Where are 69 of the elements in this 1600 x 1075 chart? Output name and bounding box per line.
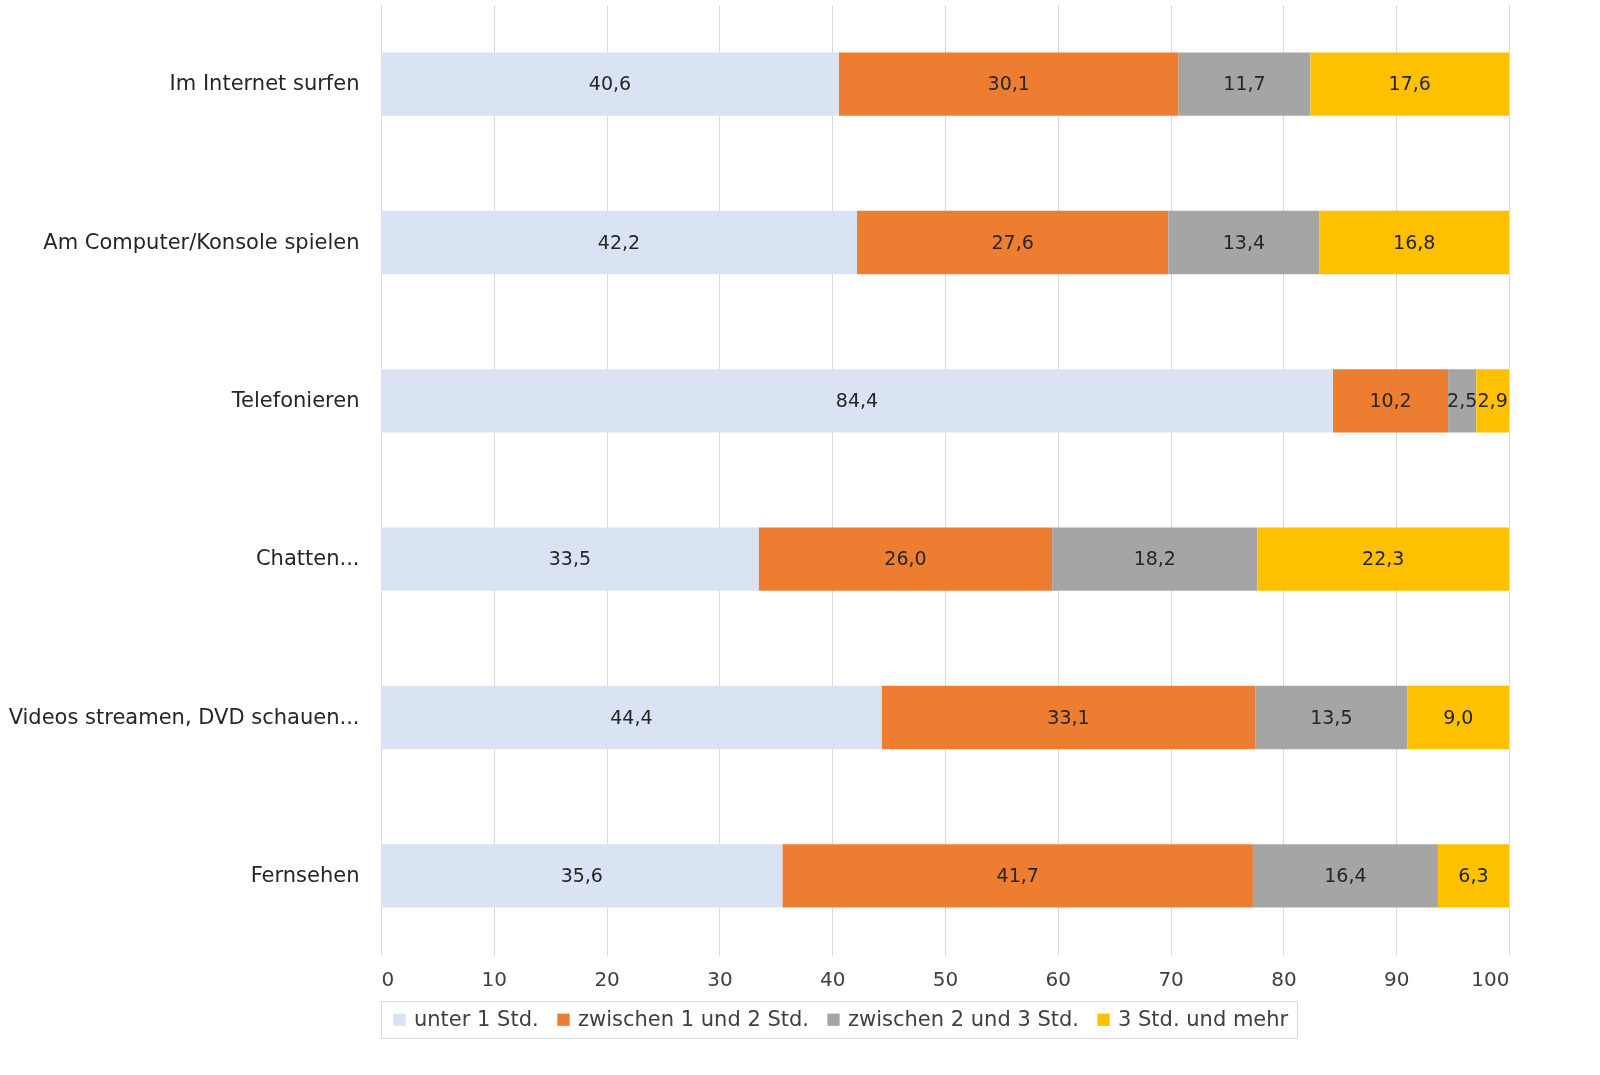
bar <box>1407 685 1509 750</box>
data-label: 18,2 <box>1133 547 1176 570</box>
x-tick-label: 100 <box>1471 966 1510 991</box>
data-label: 13,4 <box>1222 230 1266 253</box>
data-label: 84,4 <box>835 388 879 411</box>
y-tick-label: Videos streamen, DVD schauen... <box>8 704 360 729</box>
data-label: 10,2 <box>1369 388 1412 411</box>
data-label: 2,5 <box>1447 388 1478 411</box>
data-label: 22,3 <box>1362 547 1405 570</box>
data-label: 33,5 <box>548 547 592 570</box>
x-tick-label: 90 <box>1383 966 1410 991</box>
bar <box>381 685 882 750</box>
bar <box>381 210 858 275</box>
legend-label: zwischen 1 und 2 Std. <box>578 1006 809 1031</box>
bar <box>1310 52 1509 116</box>
bar <box>758 527 1053 591</box>
data-label: 44,4 <box>610 705 653 728</box>
y-tick-label: Chatten... <box>255 546 360 571</box>
y-tick-label: Telefonieren <box>230 387 360 412</box>
data-label: 17,6 <box>1388 72 1431 95</box>
bar <box>1255 685 1408 750</box>
data-label: 40,6 <box>588 72 632 95</box>
x-tick-label: 10 <box>481 966 508 991</box>
bar <box>1476 369 1509 433</box>
bar <box>381 369 1334 433</box>
bar <box>1333 369 1449 433</box>
bar <box>381 527 759 591</box>
data-label: 16,4 <box>1324 863 1367 886</box>
bar <box>1168 210 1320 275</box>
bar <box>1437 844 1509 908</box>
x-tick-label: 50 <box>932 966 959 991</box>
bar <box>381 52 839 116</box>
legend-label: zwischen 2 und 3 Std. <box>848 1006 1079 1031</box>
legend-label: unter 1 Std. <box>414 1006 539 1031</box>
y-tick-label: Im Internet surfen <box>169 71 360 96</box>
bar <box>1257 527 1509 591</box>
bar <box>1252 844 1438 908</box>
data-label: 16,8 <box>1393 230 1436 253</box>
x-tick-label: 60 <box>1045 966 1072 991</box>
data-label: 33,1 <box>1047 705 1090 728</box>
x-tick-label: 40 <box>819 966 846 991</box>
data-label: 35,6 <box>560 863 603 886</box>
x-tick-label: 80 <box>1271 966 1297 991</box>
x-tick-label: 20 <box>594 966 620 991</box>
data-label: 13,5 <box>1310 705 1353 728</box>
data-label: 2,9 <box>1477 388 1508 411</box>
bar <box>1052 527 1258 591</box>
data-label: 41,7 <box>996 863 1039 886</box>
bar <box>881 685 1256 750</box>
bar <box>1319 210 1509 275</box>
bar <box>782 844 1253 908</box>
bar <box>1448 369 1477 433</box>
y-tick-label: Am Computer/Konsole spielen <box>43 229 360 254</box>
data-label: 30,1 <box>987 72 1030 95</box>
bar <box>1178 52 1311 116</box>
bar <box>381 844 783 908</box>
x-tick-label: 70 <box>1158 966 1184 991</box>
data-label: 6,3 <box>1458 863 1489 886</box>
x-tick-label: 0 <box>381 966 395 991</box>
data-label: 11,7 <box>1223 72 1266 95</box>
legend-label: 3 Std. und mehr <box>1118 1006 1289 1031</box>
y-tick-label: Fernsehen <box>250 862 360 887</box>
data-label: 42,2 <box>597 230 641 253</box>
data-label: 27,6 <box>991 230 1034 253</box>
data-label: 9,0 <box>1443 705 1474 728</box>
bar <box>857 210 1169 275</box>
bar <box>838 52 1179 116</box>
data-label: 26,0 <box>884 547 927 570</box>
x-tick-label: 30 <box>707 966 733 991</box>
